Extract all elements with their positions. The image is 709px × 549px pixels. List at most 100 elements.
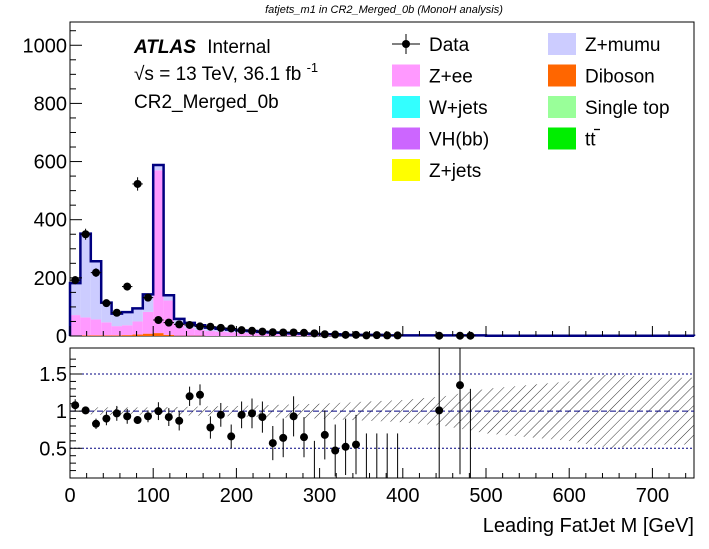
legend-entry-z-mumu: Z+mumu bbox=[548, 33, 661, 56]
data-point bbox=[237, 326, 246, 335]
bar-z-ee bbox=[184, 328, 195, 336]
ratio-point bbox=[300, 433, 308, 442]
x-tick-label: 300 bbox=[303, 485, 336, 507]
data-point bbox=[300, 328, 308, 337]
bar-z-ee bbox=[90, 319, 102, 336]
data-point bbox=[102, 299, 111, 308]
legend-swatch bbox=[548, 127, 576, 150]
ratio-point bbox=[154, 407, 163, 416]
legend-entry-data: Data bbox=[392, 34, 470, 56]
ratio-point bbox=[133, 416, 142, 425]
x-tick-label: 200 bbox=[220, 485, 253, 507]
y-tick-label: 600 bbox=[34, 152, 67, 174]
bar-z-mumu bbox=[142, 294, 154, 312]
ratio-point bbox=[123, 412, 132, 421]
bar-diboson bbox=[111, 335, 122, 336]
legend-entry-z-ee: Z+ee bbox=[392, 64, 473, 88]
data-point bbox=[154, 316, 163, 325]
bar-z-mumu bbox=[111, 313, 122, 327]
ratio-point bbox=[216, 410, 225, 419]
ratio-point bbox=[164, 413, 173, 422]
region-label: CR2_Merged_0b bbox=[134, 92, 279, 113]
x-axis-title: Leading FatJet M [GeV] bbox=[483, 515, 694, 537]
data-point bbox=[362, 331, 371, 340]
x-tick-label: 100 bbox=[137, 485, 170, 507]
energy-exponent: -1 bbox=[307, 60, 319, 75]
mc-uncertainty-band bbox=[90, 374, 695, 449]
main-x-ticks bbox=[69, 326, 687, 336]
legend-swatch bbox=[548, 96, 576, 118]
ratio-panel-marks bbox=[70, 348, 695, 478]
ratio-point bbox=[258, 413, 267, 422]
bar-z-ee bbox=[132, 321, 143, 335]
legend-swatch bbox=[548, 33, 576, 55]
data-point bbox=[289, 328, 298, 337]
bar-z-ee bbox=[205, 331, 216, 336]
bar-diboson bbox=[153, 333, 164, 336]
ratio-point bbox=[196, 390, 204, 399]
legend-label: Z+jets bbox=[429, 161, 481, 182]
data-point bbox=[216, 323, 225, 332]
svg-text:√s = 13 TeV, 36.1 fb -1: √s = 13 TeV, 36.1 fb -1 bbox=[134, 60, 318, 85]
bar-z-ee bbox=[111, 326, 122, 336]
ratio-point bbox=[71, 401, 80, 410]
data-point bbox=[133, 179, 142, 188]
bar-z-ee bbox=[194, 329, 206, 336]
bar-diboson bbox=[122, 335, 133, 336]
bar-diboson bbox=[101, 335, 112, 336]
y-tick-label: 1000 bbox=[23, 35, 68, 57]
data-point bbox=[341, 330, 350, 339]
bar-z-ee bbox=[101, 322, 112, 336]
data-point bbox=[393, 331, 402, 340]
ratio-panel: 0.5 1 1.5 0 100 200 300 400 500 600 700 bbox=[39, 347, 695, 507]
data-point bbox=[310, 329, 319, 338]
chart-title: fatjets_m1 in CR2_Merged_0b (MonoH analy… bbox=[265, 4, 503, 16]
ratio-y-tick-label: 0.5 bbox=[39, 438, 67, 460]
bar-z-mumu bbox=[80, 233, 91, 318]
bar-diboson bbox=[80, 335, 91, 336]
bar-z-mumu bbox=[132, 308, 143, 322]
legend-label: Single top bbox=[585, 98, 670, 119]
y-tick-label: 200 bbox=[34, 268, 67, 290]
data-point bbox=[248, 326, 256, 335]
ratio-point bbox=[102, 414, 111, 423]
data-point bbox=[227, 324, 236, 333]
ratio-point bbox=[456, 381, 464, 390]
ratio-data bbox=[71, 348, 471, 478]
ratio-point bbox=[112, 409, 121, 418]
legend-label: Z+ee bbox=[429, 67, 473, 88]
ratio-y-tick-label: 1.5 bbox=[39, 364, 67, 386]
ratio-point bbox=[341, 442, 350, 451]
bar-z-ee bbox=[142, 311, 154, 334]
bar-z-ee bbox=[215, 331, 226, 336]
bar-z-ee bbox=[70, 315, 81, 336]
x-tick-label: 500 bbox=[469, 485, 502, 507]
bar-z-ee bbox=[153, 170, 164, 334]
data-point bbox=[185, 320, 194, 329]
data-point bbox=[258, 327, 267, 336]
data-point bbox=[196, 322, 204, 331]
y-tick-label: 800 bbox=[34, 93, 67, 115]
bar-z-ee bbox=[163, 300, 174, 335]
legend-swatch bbox=[392, 159, 420, 181]
legend-entry-z-jets: Z+jets bbox=[392, 159, 481, 182]
ratio-x-axis: 0 100 200 300 400 500 600 700 bbox=[64, 468, 687, 507]
data-point bbox=[352, 330, 360, 339]
legend-label: VH(bb) bbox=[429, 130, 489, 151]
bar-diboson bbox=[163, 334, 174, 336]
internal-label: Internal bbox=[207, 37, 270, 58]
main-panel: 0 200 400 600 800 1000 bbox=[23, 21, 696, 348]
data-point bbox=[164, 318, 173, 327]
legend-label: Data bbox=[429, 35, 470, 56]
main-panel-marks bbox=[68, 163, 696, 340]
energy-label: √s = 13 TeV, 36.1 fb bbox=[134, 64, 301, 85]
ratio-point bbox=[206, 423, 215, 432]
legend-swatch bbox=[392, 96, 420, 118]
data-point bbox=[123, 282, 132, 291]
series-diboson bbox=[70, 333, 206, 336]
legend-swatch bbox=[548, 64, 576, 87]
legend-entry-single-top: Single top bbox=[548, 96, 670, 119]
data-point bbox=[206, 322, 215, 331]
series-data bbox=[70, 177, 476, 340]
atlas-label: ATLAS bbox=[133, 37, 196, 58]
